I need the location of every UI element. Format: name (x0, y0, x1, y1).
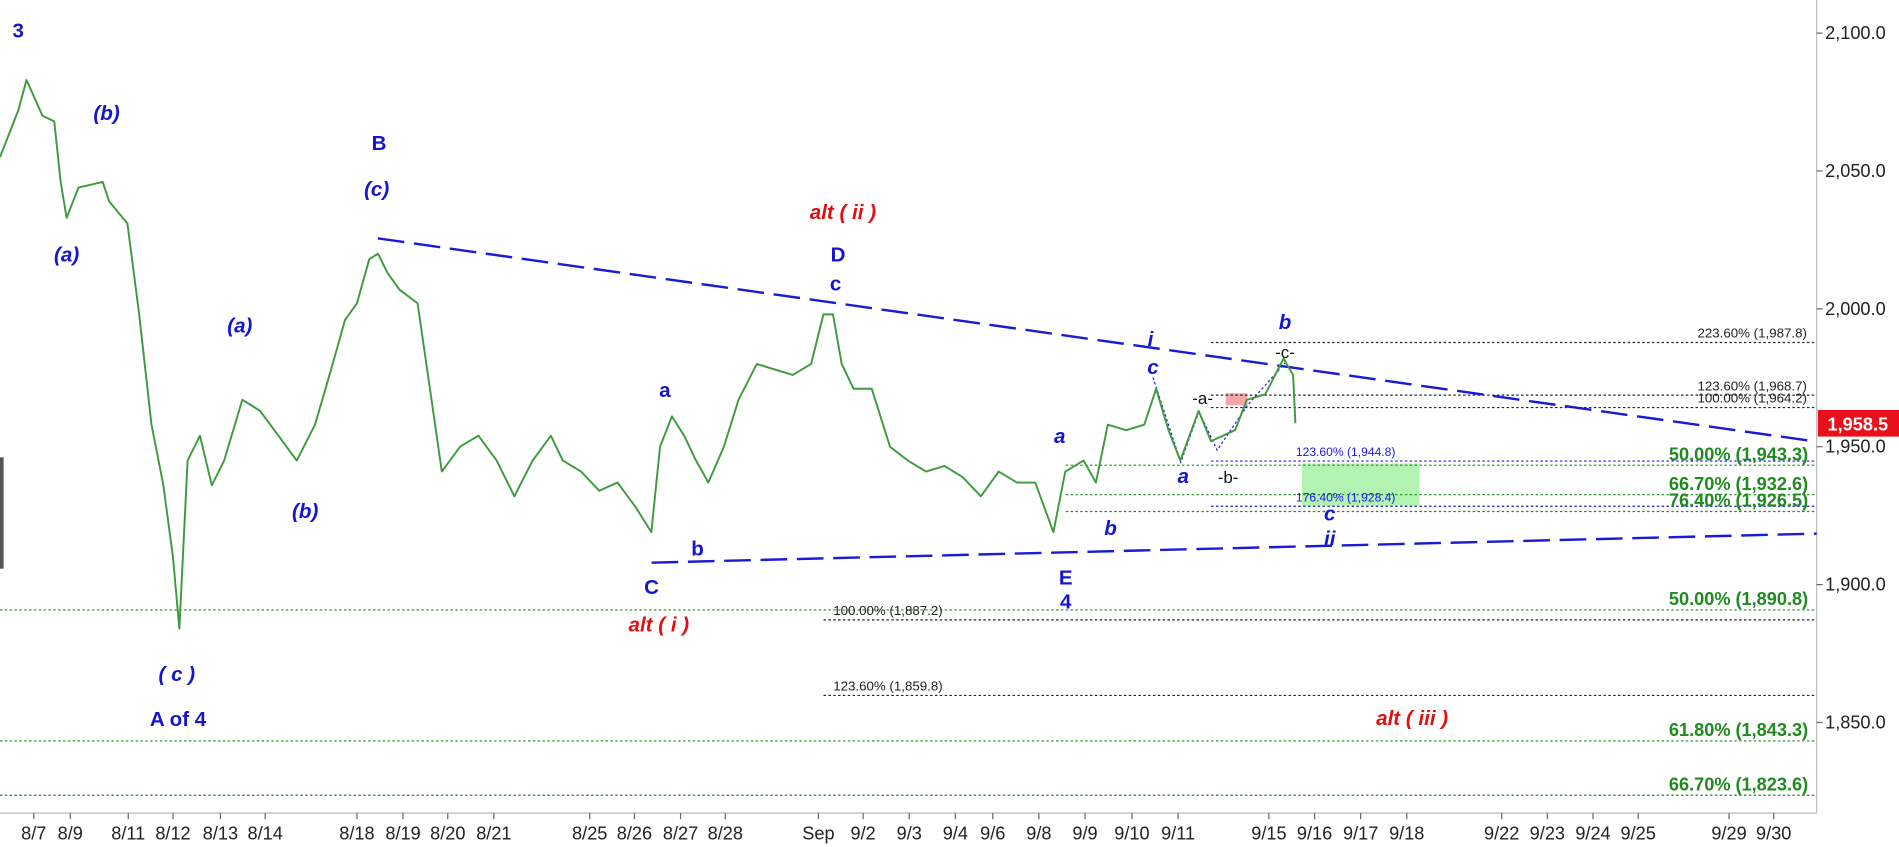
x-tick-label: 9/6 (980, 824, 1005, 844)
trendline-lower (651, 532, 1817, 564)
level-label: 123.60% (1,859.8) (833, 679, 942, 694)
wave-label: D (831, 243, 846, 266)
wave-label: a (1178, 465, 1189, 488)
x-tick-label: 8/27 (663, 824, 698, 844)
x-tick-label: Sep (802, 824, 834, 844)
y-tick-label: 1,850.0 (1825, 713, 1886, 733)
x-tick-label: 8/12 (155, 824, 190, 844)
wave-label: B (372, 132, 387, 155)
x-tick-label: 8/19 (385, 824, 420, 844)
x-tick-label: 8/25 (572, 824, 607, 844)
x-tick-label: 8/9 (58, 824, 83, 844)
x-tick-label: 8/20 (430, 824, 465, 844)
wave-label: a (659, 379, 671, 402)
x-tick-label: 9/22 (1484, 824, 1519, 844)
wave-label: alt ( iii ) (1376, 707, 1448, 730)
wave-label: a (1054, 425, 1065, 448)
wave-label: 4 (1060, 591, 1072, 614)
wave-label: c (830, 272, 841, 295)
last-price-label: 1,958.5 (1828, 415, 1889, 435)
edge-marker (0, 457, 4, 569)
y-tick-label: 2,100.0 (1825, 23, 1886, 43)
wave-label: -a- (1192, 389, 1213, 408)
wave-label: c (1324, 502, 1336, 525)
x-tick-label: 9/15 (1251, 824, 1286, 844)
wave-label: c (1147, 356, 1159, 379)
level-label: 61.80% (1,843.3) (1669, 720, 1808, 740)
level-label: 76.40% (1,926.5) (1669, 491, 1808, 511)
x-tick-label: 9/18 (1389, 824, 1424, 844)
y-tick-label: 2,000.0 (1825, 299, 1886, 319)
wave-label: -c- (1275, 343, 1295, 362)
level-label: 223.60% (1,987.8) (1697, 326, 1806, 341)
target-zone (1301, 463, 1420, 506)
wave-label: 3 (12, 20, 23, 43)
wave-label: ii (1324, 528, 1337, 551)
wave-label: b (1279, 311, 1292, 334)
x-tick-label: 8/26 (617, 824, 652, 844)
x-tick-label: 9/8 (1026, 824, 1051, 844)
x-tick-label: 9/29 (1711, 824, 1746, 844)
level-label: 123.60% (1,944.8) (1296, 445, 1396, 459)
x-tick-label: 9/10 (1114, 824, 1149, 844)
y-tick-label: 1,950.0 (1825, 437, 1886, 457)
level-label: 123.60% (1,968.7) (1697, 378, 1806, 393)
y-tick-label: 2,050.0 (1825, 161, 1886, 181)
x-tick-label: 8/18 (339, 824, 374, 844)
level-label: 66.70% (1,932.6) (1669, 474, 1808, 494)
wave-label: b (1104, 517, 1117, 540)
x-tick-label: 9/2 (851, 824, 876, 844)
wave-label: (a) (54, 243, 79, 266)
wave-label: A of 4 (150, 708, 207, 731)
wave-label: b (691, 537, 704, 560)
x-tick-label: 9/11 (1161, 824, 1195, 844)
x-tick-label: 8/11 (111, 824, 145, 844)
x-tick-label: 8/28 (708, 824, 743, 844)
wave-label: E (1059, 566, 1073, 589)
x-tick-label: 8/21 (476, 824, 511, 844)
level-label: 100.00% (1,887.2) (833, 603, 942, 618)
wave-label: ( c ) (159, 663, 196, 686)
wave-label: (c) (364, 178, 389, 201)
wave-label: (b) (292, 500, 318, 523)
x-tick-label: 9/16 (1297, 824, 1332, 844)
price-line (0, 79, 1297, 630)
x-tick-label: 9/9 (1072, 824, 1097, 844)
wave-label: (b) (93, 102, 119, 125)
x-tick-label: 9/23 (1530, 824, 1565, 844)
wave-label: alt ( ii ) (810, 201, 876, 224)
wave-label: i (1148, 328, 1155, 351)
small-zone (1225, 393, 1248, 406)
x-tick-label: 8/7 (21, 824, 46, 844)
level-label: 50.00% (1,943.3) (1669, 444, 1808, 464)
level-label: 66.70% (1,823.6) (1669, 774, 1808, 794)
last-price-box (1817, 409, 1899, 437)
x-tick-label: 8/13 (203, 824, 238, 844)
x-tick-label: 9/4 (943, 824, 968, 844)
wave-label: -b- (1218, 468, 1239, 487)
level-label: 50.00% (1,890.8) (1669, 589, 1808, 609)
wave-label: (a) (227, 315, 252, 338)
wave-label: C (644, 576, 659, 599)
x-tick-label: 9/3 (897, 824, 922, 844)
x-tick-label: 9/30 (1756, 824, 1791, 844)
y-tick-label: 1,900.0 (1825, 575, 1886, 595)
x-tick-label: 8/14 (248, 824, 283, 844)
x-tick-label: 9/17 (1343, 824, 1378, 844)
level-label: 100.00% (1,964.2) (1697, 391, 1806, 406)
wave-label: alt ( i ) (629, 614, 690, 637)
x-tick-label: 9/25 (1621, 824, 1656, 844)
level-label: 176.40% (1,928.4) (1296, 490, 1396, 504)
x-tick-label: 9/24 (1575, 824, 1610, 844)
